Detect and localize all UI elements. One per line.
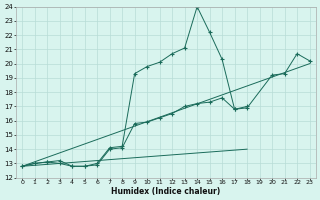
X-axis label: Humidex (Indice chaleur): Humidex (Indice chaleur): [111, 187, 220, 196]
